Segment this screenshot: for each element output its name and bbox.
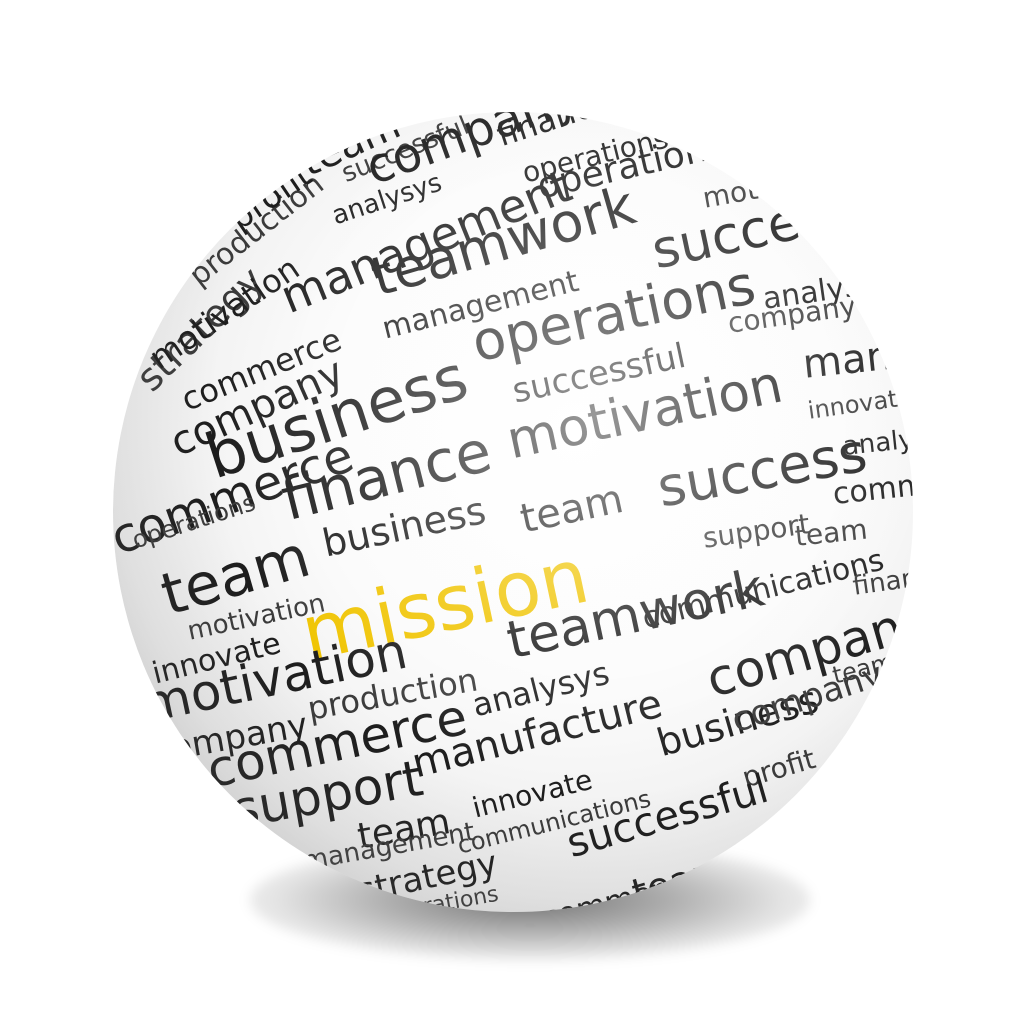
word: innovate (806, 382, 913, 425)
word-cloud-sphere: strategy production profit team successf… (113, 112, 913, 912)
word-layer: strategy production profit team successf… (113, 112, 913, 912)
word: successful (828, 714, 913, 780)
word: successful (561, 765, 774, 868)
word: commerce (538, 864, 701, 912)
